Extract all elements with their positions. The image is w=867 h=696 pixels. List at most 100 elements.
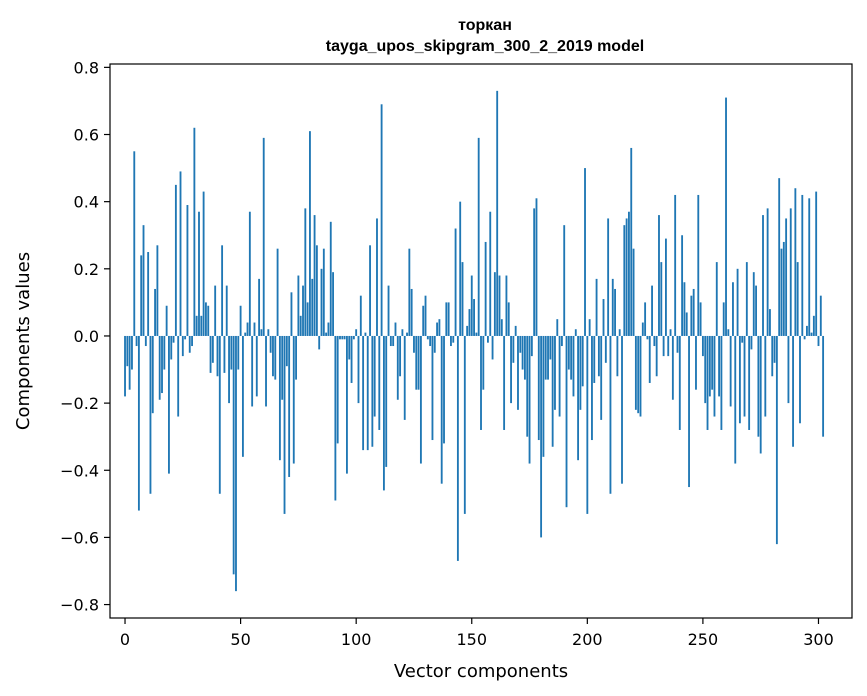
bar (607, 218, 610, 336)
y-tick-label: −0.6 (60, 528, 99, 547)
bar (542, 335, 545, 457)
bar (517, 335, 519, 410)
bar (394, 322, 397, 336)
bar (262, 137, 265, 336)
y-tick-label: 0.6 (74, 126, 99, 145)
bar (341, 335, 344, 340)
bar (537, 335, 540, 441)
bar (651, 285, 653, 336)
bar (616, 335, 619, 377)
bar (706, 335, 709, 430)
bar (295, 335, 297, 380)
bar (209, 335, 212, 373)
bar (348, 335, 351, 360)
bar (530, 335, 533, 357)
bar (609, 335, 612, 494)
bar (771, 335, 774, 377)
y-axis: −0.8 −0.6 −0.4 −0.2 0.0 0.2 0.4 0.6 0.8 (60, 58, 110, 615)
x-tick-label: 100 (341, 630, 372, 649)
bar (796, 262, 799, 336)
bar (313, 215, 316, 336)
x-tick-label: 200 (572, 630, 603, 649)
bar (812, 315, 815, 336)
bar (604, 335, 607, 363)
bar (690, 295, 693, 336)
y-tick-label: −0.2 (60, 394, 99, 413)
bar (184, 335, 187, 340)
bar (232, 335, 235, 575)
bar (519, 335, 522, 353)
bar (450, 335, 452, 347)
bar (452, 335, 455, 343)
bar (339, 335, 341, 340)
bar (799, 335, 801, 424)
bar (729, 335, 732, 407)
bar (137, 335, 140, 511)
bar (459, 201, 462, 336)
bar (336, 335, 339, 444)
bar (658, 215, 660, 336)
bar (179, 171, 182, 336)
bar (373, 335, 376, 417)
bar (371, 335, 374, 447)
bar (632, 248, 635, 336)
bar (738, 335, 741, 424)
bar (216, 335, 219, 377)
bar (285, 335, 288, 367)
bar (574, 329, 577, 336)
bar (817, 335, 820, 347)
x-tick-label: 250 (688, 630, 719, 649)
y-tick-label: 0.2 (74, 260, 99, 279)
bar (318, 335, 321, 350)
bar (161, 335, 163, 394)
bar (429, 335, 432, 347)
bar (678, 335, 681, 430)
bar (276, 248, 279, 336)
bar (662, 335, 665, 357)
bar (704, 335, 707, 404)
bar (473, 299, 475, 336)
bar (535, 198, 538, 336)
bar (142, 225, 145, 336)
bar (168, 335, 170, 474)
bar (188, 335, 191, 353)
bar (671, 335, 674, 400)
bar (477, 137, 480, 336)
bar (258, 278, 261, 336)
y-tick-label: −0.4 (60, 461, 99, 480)
bar (806, 325, 808, 336)
bar (158, 335, 161, 400)
bar (260, 329, 263, 336)
bar (667, 335, 670, 357)
bar (715, 262, 718, 336)
bar (533, 208, 536, 336)
y-tick-label: 0.0 (74, 327, 99, 346)
bar (274, 335, 277, 380)
bar (745, 262, 748, 336)
bar (681, 235, 684, 336)
bar (470, 275, 473, 336)
bar (468, 309, 471, 336)
bar (244, 332, 247, 336)
bar (718, 335, 721, 397)
bar (133, 151, 136, 336)
bar (230, 335, 233, 370)
bar (343, 335, 346, 340)
bar (454, 228, 457, 336)
bar (221, 245, 224, 336)
bar (496, 90, 499, 336)
bar (602, 299, 605, 336)
bar (567, 335, 570, 370)
bar (461, 262, 464, 336)
bar (697, 194, 700, 336)
bar (385, 335, 388, 467)
bar (498, 275, 501, 336)
x-tick-label: 50 (230, 630, 250, 649)
bar (144, 335, 147, 347)
bar (172, 335, 175, 343)
bar (493, 272, 496, 336)
bar (147, 252, 150, 336)
bar (399, 335, 402, 377)
bar (655, 335, 658, 377)
bar (500, 319, 503, 336)
